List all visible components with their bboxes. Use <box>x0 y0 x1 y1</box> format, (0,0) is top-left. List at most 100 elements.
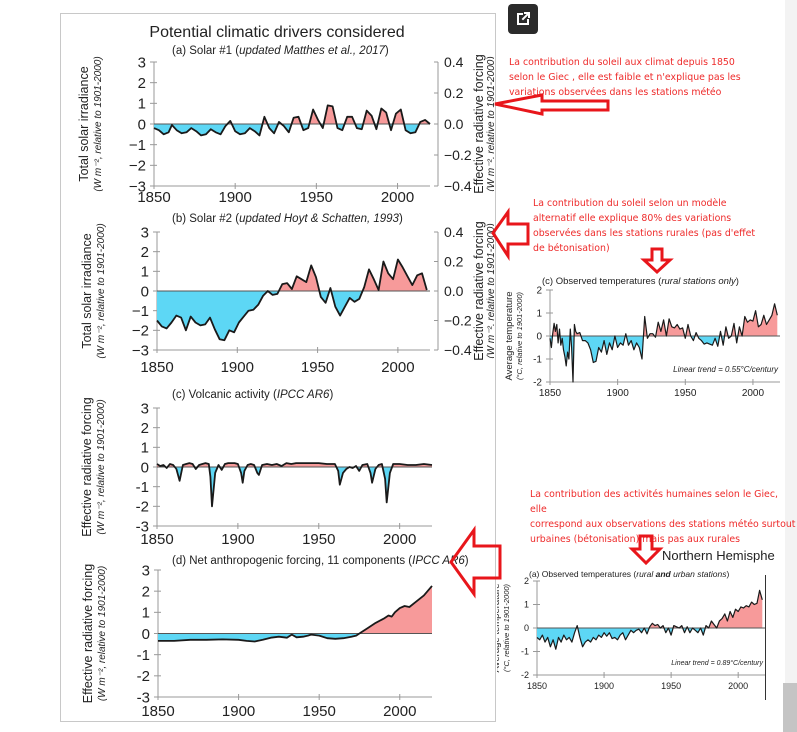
x-tick-label: 1900 <box>222 703 255 718</box>
title-text: (a) Observed temperatures ( <box>529 569 636 579</box>
title-text: (b) Solar #2 ( <box>172 213 239 225</box>
x-tick-label: 1950 <box>300 189 333 202</box>
y2-tick-label: 0.4 <box>444 224 464 240</box>
y-axis-sublabel: (W m⁻², relative to 1901-2000) <box>96 399 107 534</box>
annotation-note-1: La contribution du soleil aux climat dep… <box>509 55 741 100</box>
y-tick-label: −2 <box>132 323 149 340</box>
arrow-down-icon <box>628 534 664 566</box>
series-line <box>153 104 431 137</box>
title-end: ) <box>385 45 389 57</box>
annotation-note-2: La contribution du soleil selon un modèl… <box>533 196 755 256</box>
annotation-note-3: La contribution des activités humaines s… <box>530 487 797 547</box>
x-tick-label: 2000 <box>742 388 765 399</box>
trend-annotation: Linear trend = 0.55°C/century <box>673 365 779 374</box>
y-tick-label: 3 <box>138 54 146 71</box>
arrow-down-icon <box>640 247 674 275</box>
y2-tick-label: 0.0 <box>444 283 464 299</box>
negative-area <box>537 628 763 650</box>
arrow-left-icon <box>491 207 530 262</box>
positive-area <box>537 590 763 628</box>
x-tick-label: 2000 <box>381 359 414 376</box>
y-axis-sublabel: (°C, relative to 1901-2000) <box>515 291 524 380</box>
y2-axis-label: Effective radiative forcing <box>472 221 486 360</box>
y-tick-label: 2 <box>536 286 542 297</box>
y-tick-label: −1 <box>132 303 149 320</box>
x-tick-label: 1950 <box>302 531 335 544</box>
y2-tick-label: 0.0 <box>444 116 464 132</box>
y-tick-label: -3 <box>137 689 150 706</box>
title-end: ) <box>736 276 739 287</box>
x-tick-label: 2000 <box>728 681 748 691</box>
x-tick-label: 2000 <box>383 531 416 544</box>
y-tick-label: -1 <box>533 355 542 366</box>
series-line <box>156 462 433 508</box>
title-italic: updated Hoyt & Schatten, 1993 <box>239 213 399 225</box>
chart-rural-temps: (c) Observed temperatures (rural station… <box>504 276 780 399</box>
y-axis-label: Effective radiative forcing <box>80 397 94 536</box>
arrow-left-icon <box>494 93 610 116</box>
title-italic: urban stations <box>671 569 728 579</box>
y-tick-label: −3 <box>132 342 149 359</box>
y-axis-label: Average temperature <box>497 583 502 672</box>
chart-solar-2: (b) Solar #2 (updated Hoyt & Schatten, 1… <box>80 213 494 376</box>
y-tick-label: 2 <box>138 75 146 92</box>
x-tick-label: 1850 <box>140 359 173 376</box>
y-axis-sublabel: (W m⁻², relative to 1901-2000) <box>96 223 107 358</box>
open-in-new-icon <box>517 12 530 25</box>
y-tick-label: -2 <box>136 499 149 516</box>
chart-anthropogenic: (d) Net anthropogenic forcing, 11 compon… <box>81 555 469 718</box>
negative-area <box>154 124 430 136</box>
open-external-button[interactable] <box>508 4 538 34</box>
y-tick-label: -1 <box>137 647 150 664</box>
y-axis-sublabel: (°C, relative to 1901-2000) <box>502 583 511 672</box>
title-italic: rural <box>636 569 655 579</box>
y-tick-label: 2 <box>141 420 149 437</box>
trend-annotation: Linear trend = 0.89°C/century <box>671 659 763 667</box>
y-tick-label: 1 <box>142 605 150 622</box>
chart-solar-1: (a) Solar #1 (updated Matthes et al., 20… <box>77 45 494 202</box>
note-line: urbaines (bétonisation) mais pas aux rur… <box>530 534 741 545</box>
chart-nh-temps: (a) Observed temperatures (rural and urb… <box>497 569 765 691</box>
y-tick-label: 0 <box>142 626 150 643</box>
note-line: observées dans les stations rurales (pas… <box>533 228 756 239</box>
main-title: Potential climatic drivers considered <box>149 24 405 41</box>
y-tick-label: -2 <box>137 668 150 685</box>
x-tick-label: 1900 <box>607 388 630 399</box>
x-tick-label: 1900 <box>221 359 254 376</box>
x-tick-label: 1850 <box>140 531 173 544</box>
y-tick-label: 3 <box>141 224 149 241</box>
y2-tick-label: 0.2 <box>444 85 464 101</box>
y-tick-label: 0 <box>138 116 146 133</box>
title-text: (a) Solar #1 ( <box>172 45 239 57</box>
note-line: variations observées dans les stations m… <box>509 87 722 98</box>
note-line: La contribution des activités humaines s… <box>530 489 778 515</box>
note-line: correspond aux observations des stations… <box>530 519 796 530</box>
y2-tick-label: 0.4 <box>444 54 464 70</box>
title-text: (c) Observed temperatures ( <box>542 276 662 287</box>
x-tick-label: 1900 <box>594 681 614 691</box>
y-tick-label: -1 <box>136 479 149 496</box>
x-tick-label: 1950 <box>661 681 681 691</box>
divider <box>495 420 496 530</box>
x-tick-label: 1950 <box>301 359 334 376</box>
note-line: selon le Giec , elle est faible et n'exp… <box>509 72 741 83</box>
note-line: alternatif elle explique 80% des variati… <box>533 213 732 224</box>
y-tick-label: 1 <box>524 600 529 610</box>
title-italic: updated Matthes et al., 2017 <box>239 45 385 57</box>
scrollbar-thumb[interactable] <box>783 683 797 732</box>
y-tick-label: 1 <box>138 96 146 113</box>
y-tick-label: -3 <box>136 518 149 535</box>
y-tick-label: 2 <box>141 244 149 261</box>
y-tick-label: -2 <box>533 378 542 389</box>
x-tick-label: 1950 <box>302 703 335 718</box>
y2-tick-label: −0.4 <box>444 178 472 194</box>
y2-tick-label: −0.2 <box>444 147 472 163</box>
arrow-left-icon <box>449 525 502 599</box>
x-tick-label: 2000 <box>383 703 416 718</box>
y-axis-sublabel: (W m⁻², relative to 1901-2000) <box>93 56 104 191</box>
chart-title: (c) Volcanic activity (IPCC AR6) <box>172 389 333 401</box>
x-tick-label: 1850 <box>141 703 174 718</box>
y-axis-label: Effective radiative forcing <box>81 564 95 703</box>
x-tick-label: 1900 <box>221 531 254 544</box>
